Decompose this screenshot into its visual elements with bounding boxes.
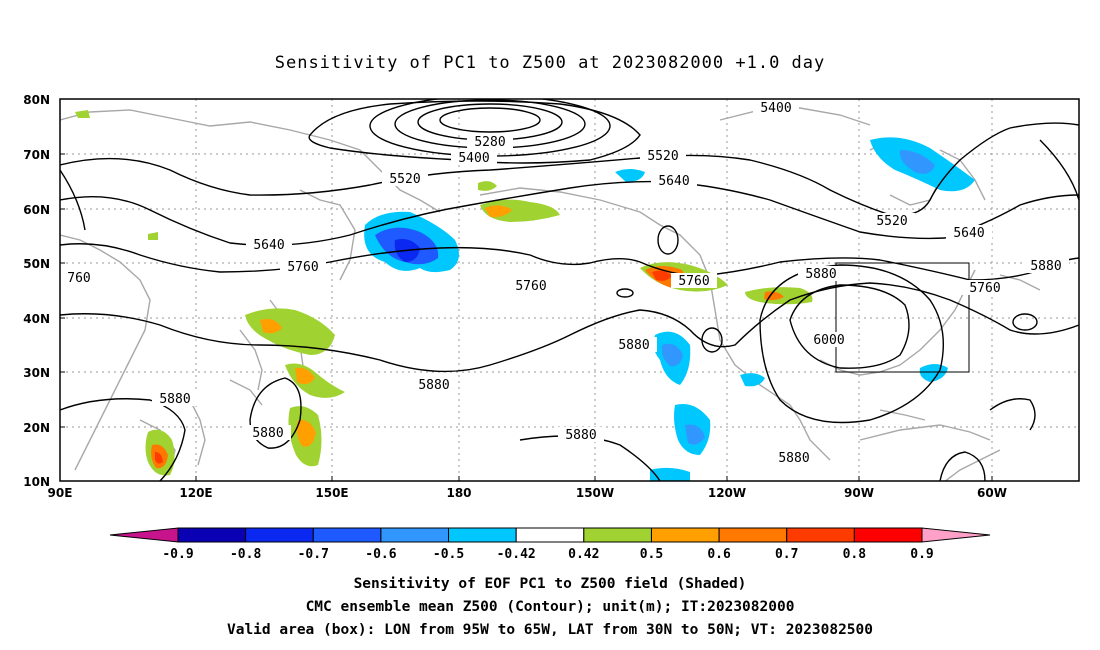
lon-label: 120E [179,486,212,500]
latitude-labels: 80N 70N 60N 50N 40N 30N 20N 10N [23,93,50,489]
contour-label: 5640 [658,174,689,189]
figure-title: Sensitivity of PC1 to Z500 at 2023082000… [275,53,826,73]
contour-label: 5520 [647,149,678,164]
lon-label: 90W [844,486,874,500]
contour-label: 6000 [813,333,844,348]
contour-label: 5760 [515,279,546,294]
colorbar-tick-label: 0.6 [707,547,731,562]
contour-label: 760 [67,271,90,286]
map-panel: 5400 5280 5400 5520 5520 5640 5640 5760 … [23,93,1080,500]
figure-captions: Sensitivity of EOF PC1 to Z500 field (Sh… [227,576,873,638]
contour-label: 5880 [1030,259,1061,274]
lat-label: 40N [23,312,50,326]
lon-label: 150E [315,486,348,500]
colorbar-cell [380,527,450,543]
colorbar-high-extension [921,527,991,543]
lon-label: 90E [48,486,73,500]
lat-label: 60N [23,203,50,217]
colorbar-cell [650,527,720,543]
colorbar-cells [177,527,923,543]
colorbar-cell [177,527,247,543]
contour-label: 5520 [389,172,420,187]
lon-label: 150W [576,486,614,500]
gridlines [60,99,1079,481]
colorbar-cell [312,527,382,543]
contour-label: 5640 [253,238,284,253]
colorbar-cell [583,527,652,543]
lat-label: 80N [23,93,50,107]
contour-label: 5400 [458,151,489,166]
lat-label: 20N [23,421,50,435]
contour-label: 5880 [805,267,836,282]
colorbar-tick-label: 0.8 [843,547,867,562]
contour-label: 5280 [474,135,505,150]
colorbar-tick-label: -0.9 [162,547,193,562]
contour-label: 5880 [618,338,649,353]
contour-label: 5520 [876,214,907,229]
caption-line-3: Valid area (box): LON from 95W to 65W, L… [227,622,873,638]
contour-label: 5880 [418,378,449,393]
colorbar-tick-label: -0.42 [497,547,536,562]
contour-labels: 5400 5280 5400 5520 5520 5640 5640 5760 … [61,100,1069,466]
contour-label: 5880 [252,426,283,441]
contour-label: 5400 [760,101,791,116]
colorbar-labels: -0.9 -0.8 -0.7 -0.6 -0.5 -0.42 0.42 0.5 0.6 0.7 0.… [162,547,933,562]
colorbar-cell [786,527,855,543]
lat-label: 50N [23,257,50,271]
lat-label: 10N [23,475,50,489]
axis-ticks [60,153,993,481]
colorbar-tick-label: -0.5 [433,547,464,562]
lon-label: 120W [708,486,746,500]
colorbar-tick-label: -0.8 [230,547,261,562]
contour-label: 5640 [953,226,984,241]
colorbar-tick-label: 0.9 [910,547,933,562]
colorbar-tick-label: 0.5 [640,547,663,562]
contour-label: 5760 [678,274,709,289]
colorbar-low-extension [109,527,179,543]
colorbar: -0.9 -0.8 -0.7 -0.6 -0.5 -0.42 0.42 0.5 0.6 0.7 0.… [109,527,991,562]
z500-contours [60,99,1079,481]
colorbar-cell [853,527,923,543]
colorbar-cell [718,527,788,543]
colorbar-cell [515,527,585,543]
colorbar-tick-label: -0.6 [365,547,396,562]
map-frame [59,98,1080,482]
lat-label: 30N [23,366,50,380]
lon-label: 180 [446,486,471,500]
colorbar-cell [245,527,314,543]
contour-label: 5880 [778,451,809,466]
colorbar-tick-label: 0.42 [568,547,599,562]
contour-label: 5880 [565,428,596,443]
caption-line-1: Sensitivity of EOF PC1 to Z500 field (Sh… [354,576,747,592]
colorbar-cell [448,527,517,543]
colorbar-tick-label: 0.7 [775,547,798,562]
contour-label: 5880 [159,392,190,407]
contour-label: 5760 [287,260,318,275]
lon-label: 60W [977,486,1007,500]
sensitivity-shading [75,110,975,481]
lat-label: 70N [23,148,50,162]
valid-area-box [835,262,970,373]
longitude-labels: 90E 120E 150E 180 150W 120W 90W 60W [48,486,1007,500]
contour-label: 5760 [969,281,1000,296]
colorbar-tick-label: -0.7 [298,547,329,562]
caption-line-2: CMC ensemble mean Z500 (Contour); unit(m… [306,599,795,615]
